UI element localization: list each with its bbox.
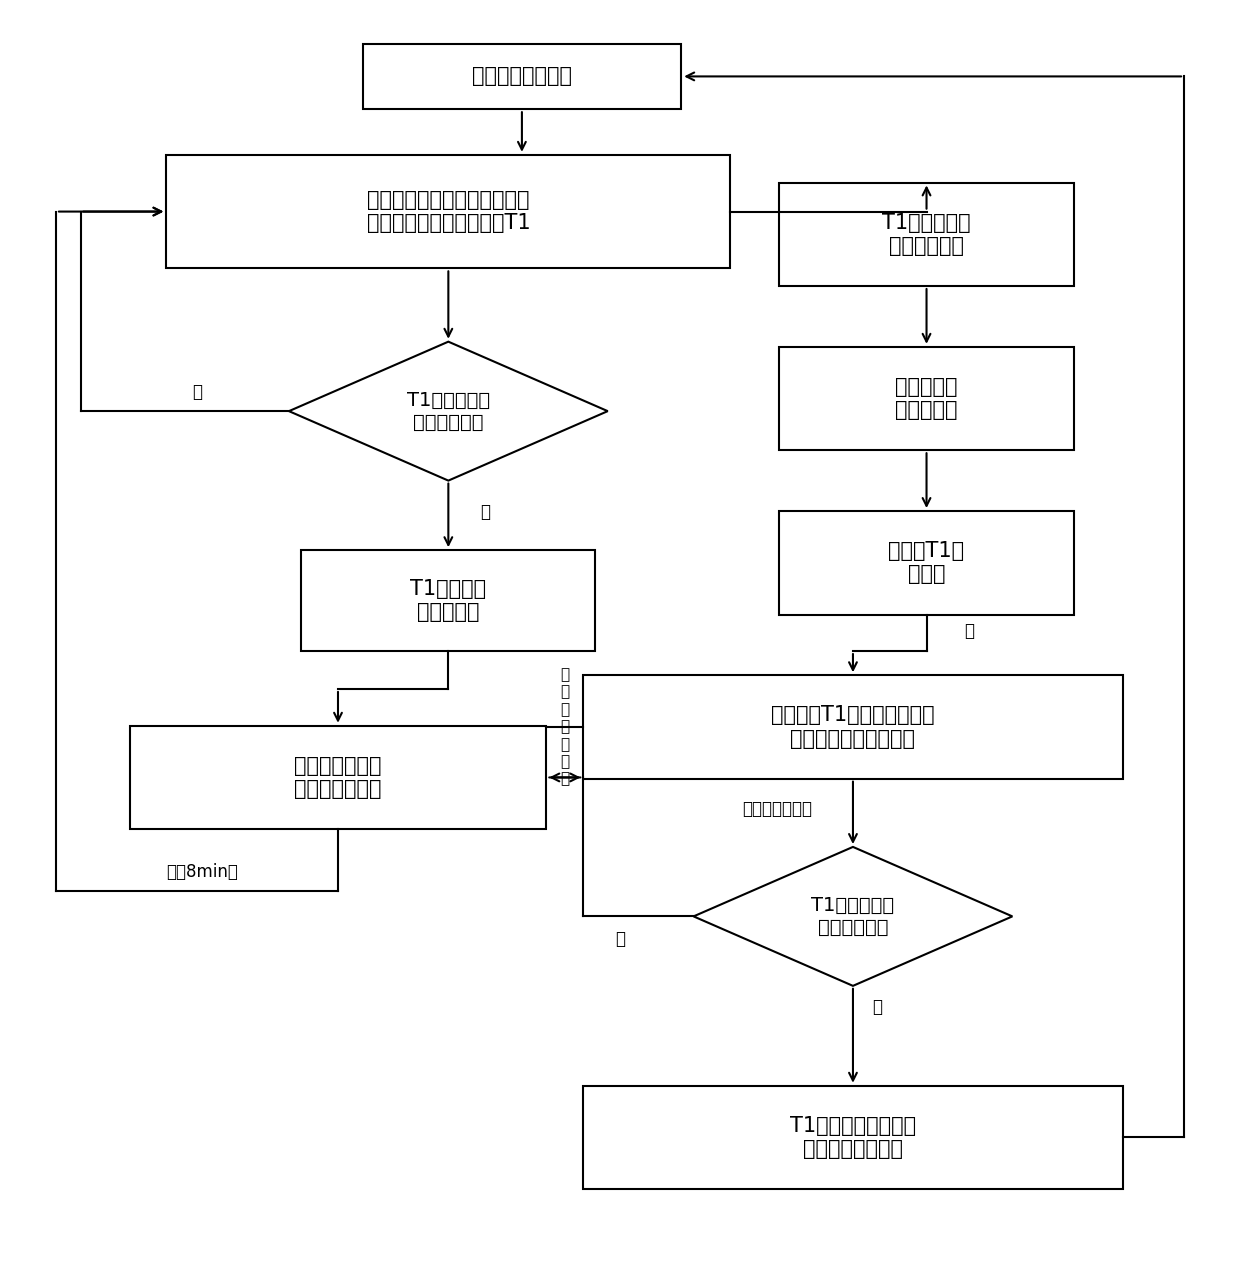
Text: T1处于临界结
霜温度范围内: T1处于临界结 霜温度范围内: [882, 213, 971, 255]
Text: 持续对T1进
行检测: 持续对T1进 行检测: [889, 541, 965, 585]
Text: 运行预设时间后: 运行预设时间后: [743, 799, 812, 819]
FancyBboxPatch shape: [301, 550, 595, 651]
Text: T1处于结霜
温度范围内: T1处于结霜 温度范围内: [410, 578, 486, 622]
Text: T1达到正常温度范围
后关闭流量电磁阀: T1达到正常温度范围 后关闭流量电磁阀: [790, 1116, 916, 1160]
FancyBboxPatch shape: [583, 1085, 1122, 1189]
Text: 是: 是: [192, 383, 202, 401]
Text: 否: 否: [873, 999, 883, 1016]
Text: 关
闭
流
量
电
磁
阀: 关 闭 流 量 电 磁 阀: [560, 667, 569, 787]
FancyBboxPatch shape: [780, 183, 1074, 286]
Text: 空调系统进行逆
向循环除霜运行: 空调系统进行逆 向循环除霜运行: [294, 756, 382, 799]
FancyBboxPatch shape: [362, 43, 681, 110]
Text: 检测室外换热器中位于最下方
的换热管道的外管壁温度T1: 检测室外换热器中位于最下方 的换热管道的外管壁温度T1: [367, 190, 531, 234]
FancyBboxPatch shape: [780, 347, 1074, 451]
FancyBboxPatch shape: [166, 155, 730, 268]
FancyBboxPatch shape: [780, 511, 1074, 614]
Text: 空调系统供暖运行: 空调系统供暖运行: [472, 66, 572, 87]
Polygon shape: [289, 342, 608, 480]
Text: 运行8min后: 运行8min后: [166, 863, 238, 881]
Text: 是: 是: [615, 930, 625, 948]
Text: 否: 否: [480, 503, 490, 521]
Polygon shape: [693, 847, 1012, 986]
Text: T1是否处于正
常温度范围内: T1是否处于正 常温度范围内: [407, 391, 490, 432]
Text: T1是否处于结
霜温度范围内: T1是否处于结 霜温度范围内: [811, 896, 894, 937]
Text: 当检测到T1降低至结霜温度
范围则开启流量电磁阀: 当检测到T1降低至结霜温度 范围则开启流量电磁阀: [771, 705, 935, 748]
FancyBboxPatch shape: [129, 725, 547, 829]
Text: 是: 是: [965, 622, 975, 640]
Text: 增加增焓膨
胀阀的开度: 增加增焓膨 胀阀的开度: [895, 377, 957, 420]
FancyBboxPatch shape: [583, 676, 1122, 779]
